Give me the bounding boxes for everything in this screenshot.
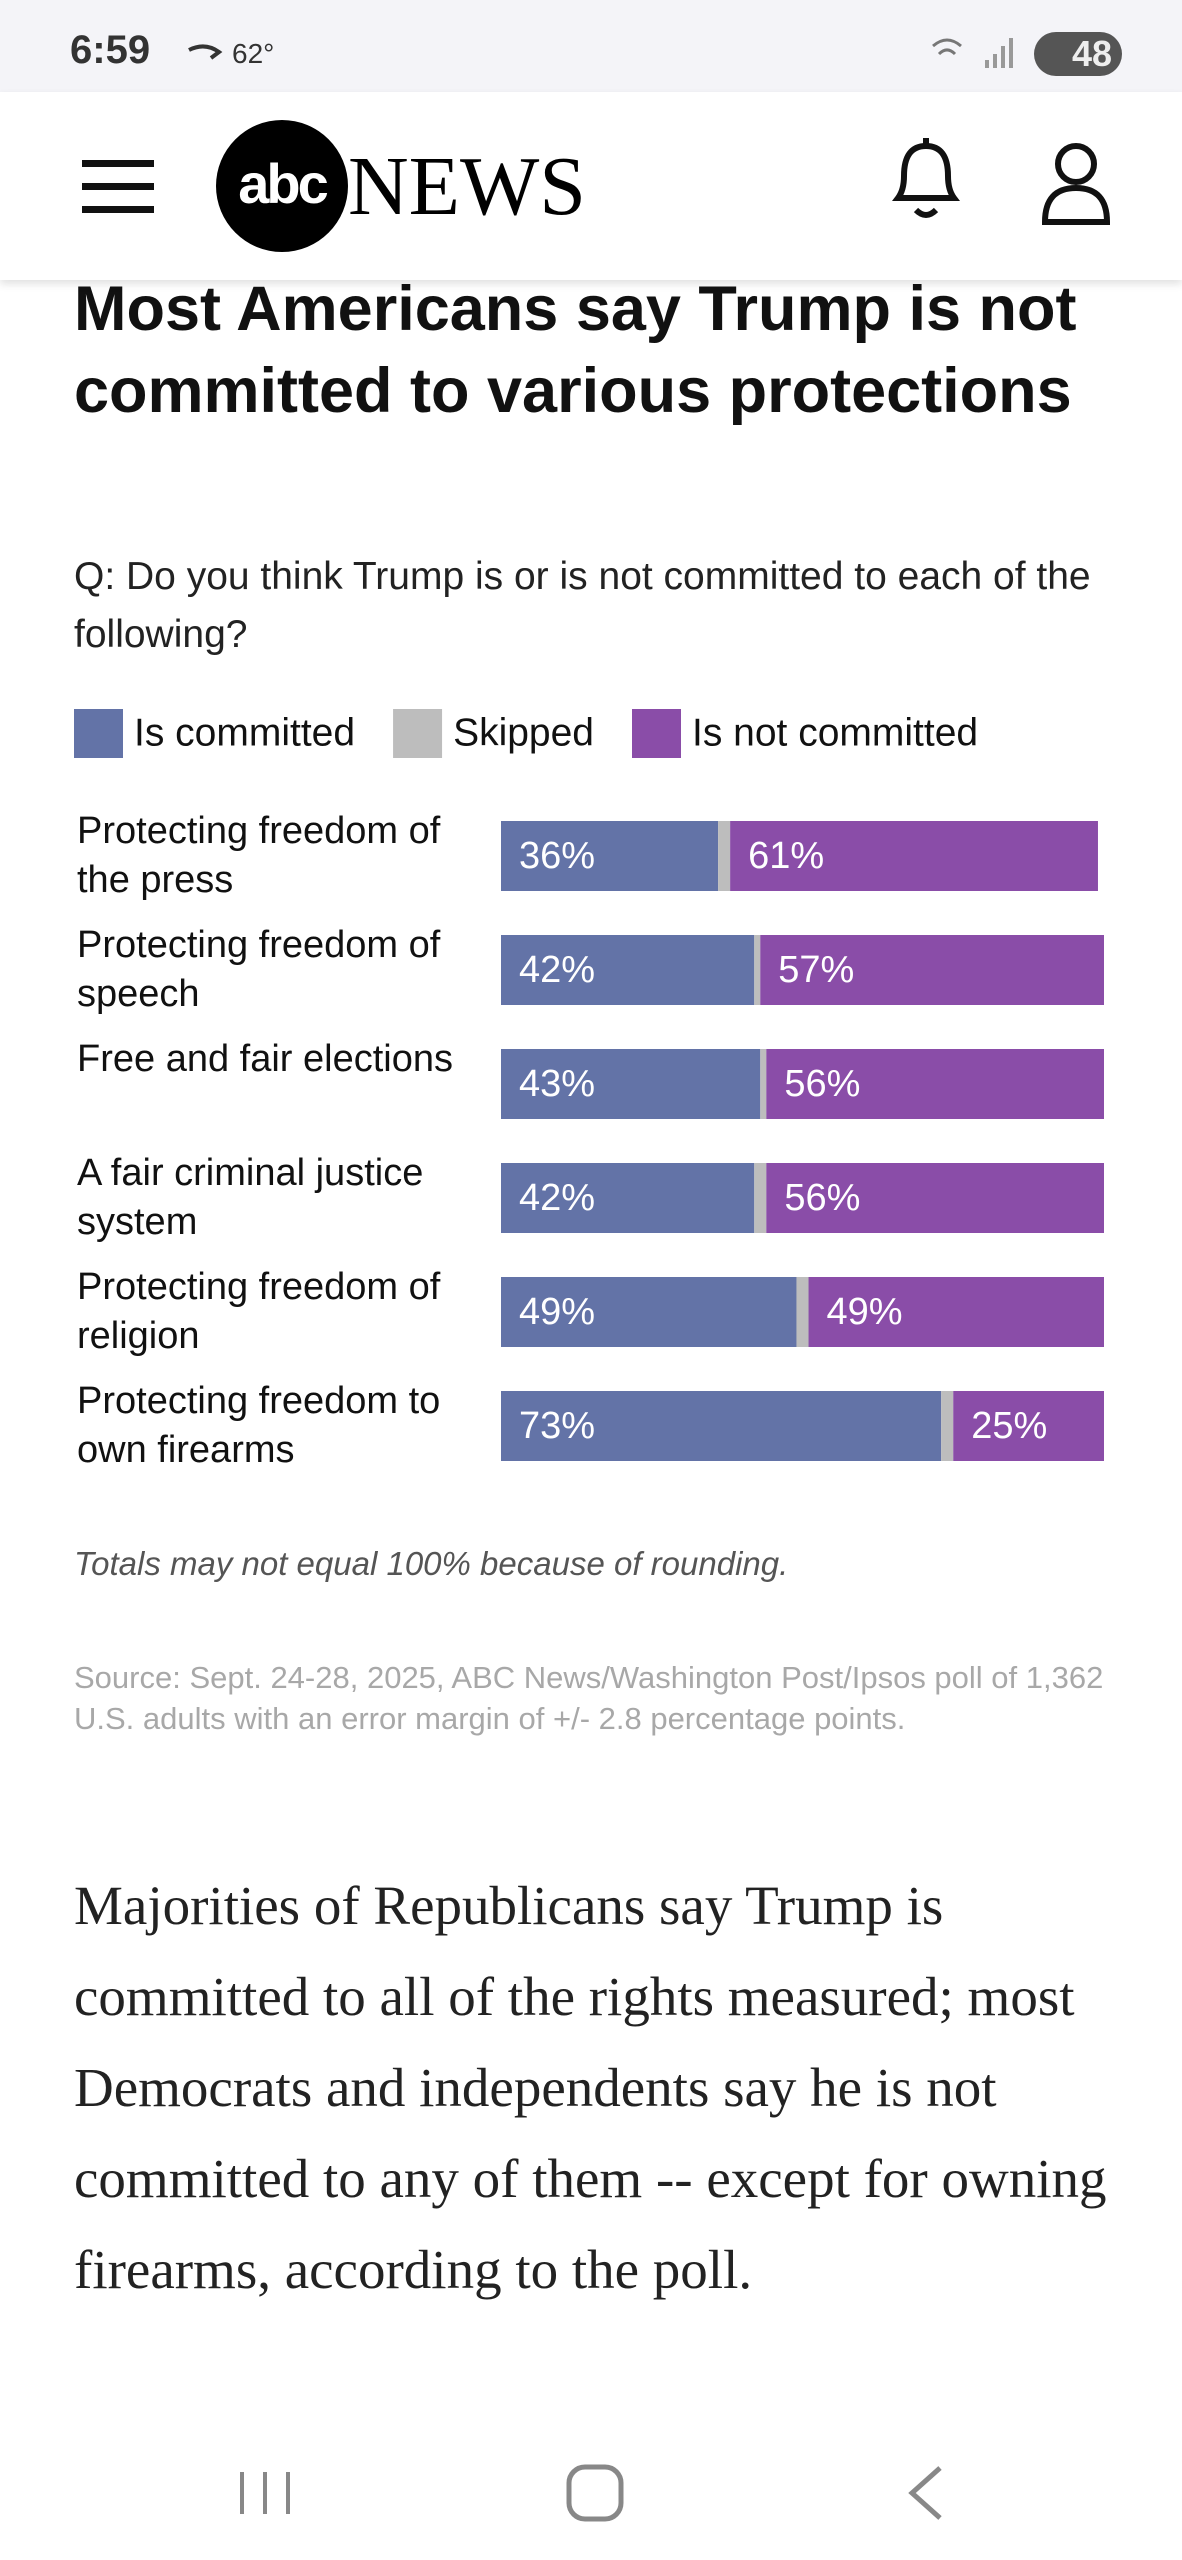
account-button[interactable] [1040,142,1112,226]
bar-segment [501,1391,942,1461]
chart-source: Source: Sept. 24-28, 2025, ABC News/Wash… [74,1660,1104,1736]
bar-value-label: 25% [971,1405,1047,1447]
bar-value-label: 49% [519,1291,595,1333]
legend-swatch [74,709,123,758]
chart: Is committed Skipped Is not committed 36% 61… [74,709,1104,1461]
weather-icon [188,44,223,60]
bar-segment [754,1163,767,1233]
chart-title: Most Americans say Trump is not committe… [74,274,1077,426]
chart-subtitle: Q: Do you think Trump is or is not commi… [74,555,1091,656]
bar-value-label: 61% [748,835,824,877]
clock: 6:59 [70,28,151,72]
brand[interactable]: NEWS [348,140,586,233]
nav-icons [240,2464,942,2522]
bar-segment [501,935,755,1005]
bar-segment [760,935,1104,1005]
temperature: 62° [232,38,275,69]
notifications-button[interactable] [890,136,962,220]
bar-value-label: 56% [784,1063,860,1105]
bar-value-label: 42% [519,1177,595,1219]
bar-segment [941,1391,954,1461]
category-label: Protecting freedom of religion [77,1266,441,1357]
bar-segment [730,821,1098,891]
bar-segment [754,935,761,1005]
logo[interactable]: abc [216,120,348,252]
bar-value-label: 49% [827,1291,903,1333]
bar-segment [501,1277,797,1347]
bar-segment [501,821,719,891]
article-paragraph: Majorities of Republicans say Trump is c… [74,1875,1107,2300]
bar-value-label: 57% [778,949,854,991]
category-label: Protecting freedom to own firearms [77,1380,441,1471]
bar-segment [718,821,731,891]
bar-segment [796,1277,809,1347]
bar-value-label: 42% [519,949,595,991]
legend-label: Is committed [134,711,355,754]
signal-icons [932,38,1013,68]
status-bar: 6:59 62° 48 [0,0,1182,92]
legend-label: Skipped [453,711,594,754]
header: abc NEWS [0,92,1182,280]
category-label: A fair criminal justice system [77,1152,424,1243]
legend-swatch [393,709,443,758]
bar-segment [501,1163,755,1233]
navigation-bar [0,2440,1182,2560]
bar-value-label: 36% [519,835,595,877]
legend-swatch [632,709,681,758]
battery: 48 [1034,32,1122,76]
bar-segment [501,1049,761,1119]
bar-segment [953,1391,1104,1461]
back-button[interactable] [908,2466,942,2520]
bar-segment [808,1277,1104,1347]
menu-button[interactable] [82,160,156,214]
chart-area: Is committed Skipped Is not committed 36% 61… [0,700,1182,1500]
bar-segment [766,1049,1104,1119]
category-label: Protecting freedom of speech [77,924,441,1015]
bar-segment [766,1163,1104,1233]
home-button[interactable] [566,2464,624,2522]
legend-label: Is not committed [692,711,978,754]
bar-segment [760,1049,767,1119]
chart-note: Totals may not equal 100% because of rou… [74,1545,789,1582]
bar-value-label: 43% [519,1063,595,1105]
category-label: Free and fair elections [77,1038,453,1080]
recent-apps-button[interactable] [240,2472,290,2514]
category-label: Protecting freedom of the press [77,810,441,901]
bar-value-label: 56% [784,1177,860,1219]
bar-value-label: 73% [519,1405,595,1447]
